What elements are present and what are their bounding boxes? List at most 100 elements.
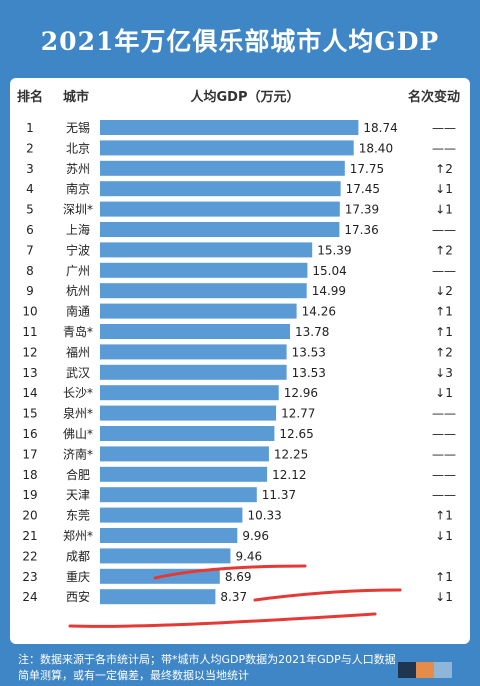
rank-change: ↓1 (435, 529, 453, 543)
city-label: 宁波 (66, 242, 90, 257)
bar (100, 548, 231, 564)
bar (100, 405, 277, 421)
value-label: 8.37 (220, 590, 247, 604)
rank-change: —— (432, 264, 456, 278)
header-row: 排名 城市 人均GDP（万元） 名次变动 (17, 89, 460, 105)
rank-label: 18 (22, 468, 37, 482)
value-label: 18.74 (363, 121, 397, 135)
rank-change: ↑2 (435, 345, 453, 359)
footnote: 注：数据来源于各市统计局；带*城市人均GDP数据为2021年GDP与人口数据简单… (18, 653, 396, 682)
rank-label: 21 (22, 529, 37, 543)
city-label: 杭州 (66, 283, 90, 298)
rank-label: 2 (26, 141, 34, 155)
city-label: 成都 (66, 549, 90, 563)
city-label: 合肥 (66, 467, 90, 482)
city-label: 深圳* (63, 203, 93, 217)
value-label: 12.96 (284, 386, 318, 400)
rank-label: 15 (22, 407, 37, 421)
rank-change: —— (432, 223, 456, 237)
value-label: 9.46 (235, 549, 262, 563)
city-label: 青岛* (63, 324, 93, 339)
rank-label: 20 (22, 509, 37, 523)
city-label: 佛山* (63, 427, 93, 441)
bar (100, 385, 279, 401)
rank-label: 16 (22, 427, 37, 441)
bar (100, 507, 243, 523)
city-label: 泉州* (63, 407, 93, 421)
rank-label: 7 (26, 243, 34, 257)
rank-label: 19 (22, 488, 37, 502)
rank-label: 3 (26, 162, 34, 176)
rank-label: 4 (26, 182, 34, 196)
header-value: 人均GDP（万元） (191, 89, 300, 105)
value-label: 12.77 (281, 407, 315, 421)
rank-label: 13 (22, 366, 37, 380)
value-label: 17.45 (346, 182, 380, 196)
rank-label: 17 (22, 447, 37, 461)
logo-block-dark (398, 662, 416, 678)
city-label: 苏州 (66, 162, 90, 176)
rank-label: 1 (26, 121, 34, 135)
bar (100, 487, 257, 503)
rank-label: 22 (22, 549, 37, 563)
rank-change: ↓1 (435, 182, 453, 196)
bar (100, 262, 308, 278)
rank-change: ↑1 (435, 509, 453, 523)
rank-change: —— (432, 447, 456, 461)
bar (100, 120, 359, 135)
annotation-underline-1 (153, 564, 307, 580)
value-label: 12.12 (272, 468, 306, 482)
value-label: 15.04 (312, 264, 346, 278)
chart-title: 2021年万亿俱乐部城市人均GDP (40, 27, 440, 56)
bar (100, 181, 341, 197)
value-label: 11.37 (262, 488, 296, 502)
value-label: 15.39 (317, 243, 351, 257)
value-label: 17.36 (344, 223, 378, 237)
city-label: 重庆 (66, 570, 90, 584)
value-label: 12.65 (279, 427, 313, 441)
city-label: 武汉 (66, 366, 90, 380)
rank-change: ↓2 (435, 284, 453, 298)
rank-label: 10 (22, 305, 37, 319)
value-label: 18.40 (359, 141, 393, 155)
handdrawn-annotations (68, 564, 402, 628)
bar (100, 364, 287, 380)
bar (100, 344, 287, 360)
rank-change: ↑2 (435, 243, 453, 257)
rank-label: 11 (22, 325, 37, 339)
city-label: 广州 (66, 264, 90, 278)
bar (100, 466, 268, 482)
rank-change: ↓3 (435, 366, 453, 380)
rank-change: —— (432, 488, 456, 502)
city-label: 天津 (66, 488, 90, 502)
rank-change: ↓1 (435, 590, 453, 604)
rank-change: —— (432, 407, 456, 421)
rank-change: ↑1 (435, 570, 453, 584)
bar (100, 201, 340, 217)
city-label: 北京 (66, 141, 90, 155)
bar (100, 283, 307, 299)
rank-change: —— (432, 468, 456, 482)
city-label: 西安 (66, 589, 90, 604)
rank-change: ↑1 (435, 325, 453, 339)
header-change: 名次变动 (408, 89, 460, 105)
value-label: 14.99 (312, 284, 346, 298)
value-label: 14.26 (302, 305, 336, 319)
value-label: 10.33 (247, 509, 281, 523)
logo-block-light (434, 662, 452, 678)
rank-label: 8 (26, 264, 34, 278)
bar (100, 426, 275, 441)
rank-label: 24 (22, 590, 37, 604)
bar (100, 446, 269, 462)
rank-change: ↑1 (435, 305, 453, 319)
rank-label: 12 (22, 345, 37, 359)
city-label: 济南* (63, 446, 93, 461)
bar (100, 160, 345, 176)
header-city: 城市 (63, 89, 89, 105)
rank-change: —— (432, 427, 456, 441)
city-label: 郑州* (63, 528, 93, 543)
city-label: 福州 (66, 344, 90, 359)
city-label: 东莞 (66, 509, 90, 523)
annotation-underline-3 (68, 612, 377, 628)
